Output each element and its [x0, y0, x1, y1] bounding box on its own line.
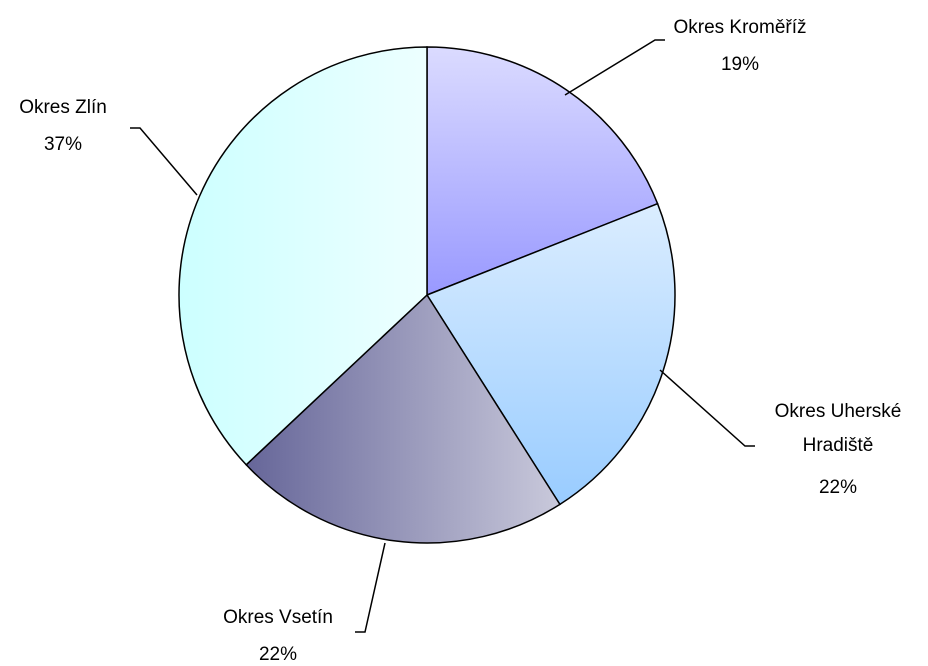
slice-label: Okres Kroměříž — [673, 17, 807, 38]
slice-label: Okres Zlín — [19, 97, 107, 118]
slice-value-label: 37% — [43, 134, 83, 155]
leader-line — [130, 127, 198, 196]
leader-line — [564, 39, 665, 96]
pie-slice — [178, 46, 428, 466]
pie-slice — [245, 293, 561, 544]
slice-label: Okres Uherské Hradiště — [774, 401, 902, 456]
slice-label: Okres Vsetín — [223, 607, 333, 628]
slice-value-label: 22% — [258, 644, 298, 665]
leader-line — [659, 369, 755, 447]
slice-value-label: 22% — [818, 477, 858, 498]
pie-slice — [426, 46, 659, 297]
leader-line — [355, 542, 386, 633]
slice-value-label: 19% — [720, 54, 760, 75]
